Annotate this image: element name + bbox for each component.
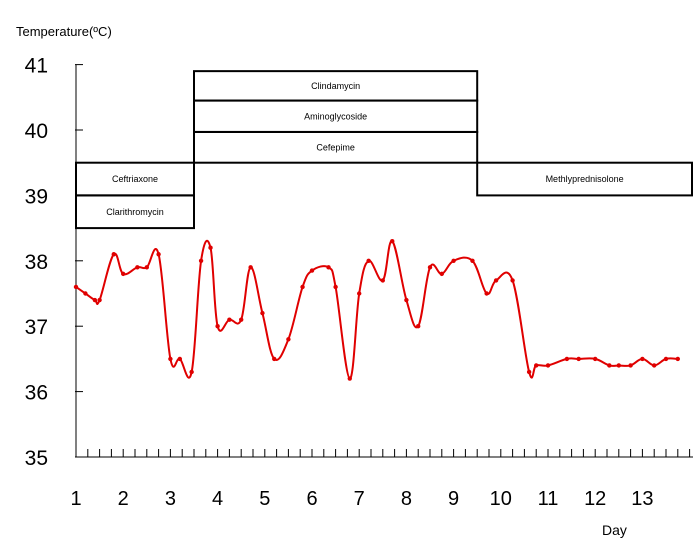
x-tick-label: 9 — [448, 488, 459, 510]
data-point — [576, 356, 581, 362]
y-axis-title: Temperature(ºC) — [16, 24, 112, 39]
data-point — [451, 258, 456, 263]
x-tick-label: 2 — [118, 488, 129, 510]
data-point — [121, 271, 126, 277]
x-tick-label: 5 — [259, 488, 270, 510]
data-point — [404, 297, 409, 303]
y-tick-label: 36 — [25, 382, 48, 405]
data-point — [640, 356, 645, 362]
data-point — [83, 291, 88, 296]
data-point — [144, 265, 149, 270]
x-tick-label: 12 — [584, 488, 606, 510]
x-tick-label: 13 — [631, 488, 653, 510]
data-point — [366, 258, 371, 263]
treatment-label: Aminoglycoside — [304, 111, 367, 121]
x-tick-label: 4 — [212, 488, 223, 510]
data-point — [189, 369, 194, 375]
x-tick-label: 11 — [538, 488, 559, 510]
data-point — [484, 291, 489, 296]
x-tick-label: 7 — [354, 488, 365, 510]
data-point — [427, 265, 433, 270]
data-point — [248, 265, 253, 270]
data-point — [92, 297, 98, 303]
y-tick-label: 41 — [25, 55, 48, 78]
data-point — [286, 337, 291, 342]
data-point — [309, 268, 315, 273]
series-layer — [73, 238, 680, 381]
x-tick-label: 10 — [490, 488, 512, 510]
treatment-label: Cefepime — [316, 142, 355, 152]
y-tick-label: 38 — [25, 251, 48, 274]
y-tick-label: 37 — [25, 316, 48, 339]
data-point — [652, 363, 657, 368]
data-point — [111, 252, 116, 257]
temperature-line — [75, 239, 678, 380]
data-point — [357, 291, 362, 296]
data-point — [534, 363, 539, 368]
treatment-label: Clarithromycin — [106, 207, 164, 217]
data-point — [439, 271, 444, 277]
data-point — [663, 356, 669, 362]
x-tick-label: 1 — [70, 488, 81, 510]
data-point — [177, 356, 183, 362]
treatment-box — [193, 130, 479, 164]
data-point — [227, 317, 232, 322]
data-point — [545, 363, 551, 368]
x-tick-label: 6 — [306, 488, 317, 510]
data-point — [135, 265, 140, 270]
data-point — [272, 356, 277, 362]
x-axis-title: Day — [602, 522, 627, 538]
data-point — [593, 356, 598, 362]
data-point — [470, 258, 475, 263]
data-point — [198, 258, 204, 263]
data-point — [156, 252, 161, 257]
data-point — [380, 278, 385, 283]
data-point — [607, 363, 612, 368]
data-point — [564, 356, 570, 362]
data-point — [260, 310, 265, 316]
data-point — [416, 324, 421, 329]
treatment-label: Ceftriaxone — [112, 174, 158, 184]
data-point — [526, 369, 532, 375]
data-point — [326, 265, 331, 270]
treatment-label: Methlyprednisolone — [546, 174, 624, 184]
treatment-box — [476, 161, 693, 197]
data-point — [215, 324, 220, 329]
data-point — [168, 356, 173, 362]
treatment-boxes: Ceftriaxone Clarithromycin Clindamycin Amin… — [75, 70, 693, 230]
data-point — [347, 376, 352, 381]
data-point — [239, 317, 244, 322]
data-point — [208, 245, 213, 250]
y-tick-label: 35 — [25, 447, 48, 470]
data-point — [493, 278, 499, 283]
treatment-label: Clindamycin — [311, 81, 360, 91]
data-point — [390, 238, 395, 244]
x-tick-label: 8 — [401, 488, 412, 510]
data-point — [616, 363, 621, 368]
data-point — [628, 363, 633, 368]
data-point — [97, 297, 102, 303]
data-point — [300, 284, 305, 290]
data-point — [510, 278, 515, 283]
data-point — [73, 284, 79, 290]
y-tick-label: 40 — [25, 120, 48, 143]
data-point — [675, 356, 680, 362]
y-tick-label: 39 — [25, 185, 48, 208]
data-point — [333, 284, 338, 290]
x-tick-label: 3 — [165, 488, 176, 510]
